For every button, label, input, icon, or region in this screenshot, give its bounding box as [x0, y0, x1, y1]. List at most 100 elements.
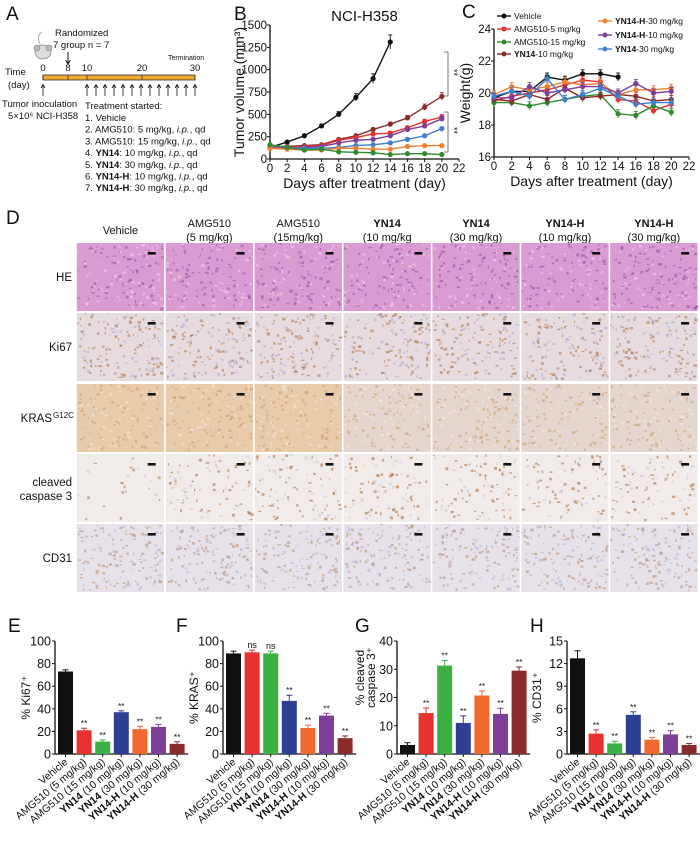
- tissue-speck: [503, 326, 507, 330]
- tissue-speck: [206, 571, 208, 574]
- tissue-speck: [334, 515, 337, 519]
- data-point: [439, 151, 445, 158]
- tissue-speck: [344, 247, 347, 250]
- tissue-speck: [356, 273, 359, 277]
- histology-image: [343, 384, 431, 452]
- tissue-speck: [622, 468, 626, 472]
- data-point: [580, 84, 586, 90]
- tissue-speck: [157, 340, 161, 343]
- tissue-speck: [534, 462, 538, 465]
- tissue-speck: [685, 269, 688, 271]
- tissue-speck: [307, 541, 310, 544]
- tissue-speck: [86, 469, 90, 473]
- tissue-speck: [464, 374, 468, 376]
- tissue-speck: [382, 389, 385, 392]
- tissue-speck: [244, 573, 247, 576]
- tissue-speck: [271, 292, 275, 294]
- tissue-speck: [156, 563, 159, 566]
- tissue-speck: [467, 259, 471, 263]
- tissue-speck: [248, 335, 251, 337]
- tissue-speck: [103, 446, 105, 449]
- tissue-speck: [136, 335, 140, 337]
- tissue-speck: [200, 281, 203, 284]
- tissue-speck: [185, 497, 189, 500]
- tissue-speck: [655, 282, 659, 284]
- tissue-speck: [593, 356, 595, 359]
- tissue-speck: [181, 502, 184, 504]
- tissue-speck: [241, 489, 245, 491]
- tissue-speck: [359, 491, 363, 494]
- tissue-speck: [421, 304, 424, 307]
- tissue-speck: [390, 455, 392, 459]
- tissue-speck: [126, 407, 129, 410]
- tissue-speck: [441, 504, 443, 508]
- tissue-speck: [685, 413, 688, 416]
- tissue-speck: [134, 325, 137, 328]
- tissue-speck: [463, 353, 466, 356]
- tissue-speck: [104, 291, 108, 294]
- tissue-speck: [185, 275, 189, 279]
- scale-bar: [681, 252, 690, 255]
- histology-image: [343, 454, 431, 522]
- tissue-speck: [176, 547, 180, 551]
- tissue-speck: [327, 527, 331, 530]
- tissue-speck: [334, 557, 337, 560]
- tissue-speck: [594, 300, 598, 303]
- tissue-speck: [583, 486, 587, 490]
- tissue-speck: [484, 418, 489, 420]
- tissue-speck: [256, 575, 258, 579]
- tissue-speck: [299, 284, 301, 287]
- tissue-speck: [205, 549, 209, 553]
- tissue-speck: [569, 351, 572, 355]
- treatment-item: 2. AMG510: 5 mg/kg, i.p., qd: [85, 125, 205, 136]
- tissue-speck: [331, 354, 335, 357]
- tissue-speck: [670, 466, 672, 470]
- tissue-speck: [598, 330, 603, 334]
- tissue-speck: [394, 510, 398, 513]
- tissue-speck: [182, 266, 184, 269]
- tissue-speck: [505, 288, 508, 290]
- tissue-speck: [290, 561, 294, 565]
- tissue-speck: [488, 301, 492, 305]
- tissue-speck: [597, 495, 601, 497]
- tissue-speck: [457, 491, 460, 495]
- tissue-speck: [398, 567, 402, 569]
- tissue-speck: [331, 342, 334, 344]
- tissue-speck: [467, 405, 469, 408]
- tissue-speck: [299, 324, 301, 326]
- tissue-speck: [178, 556, 180, 559]
- tissue-speck: [463, 485, 467, 488]
- tissue-speck: [417, 529, 421, 532]
- tissue-speck: [508, 538, 511, 541]
- tissue-speck: [409, 496, 412, 499]
- tissue-speck: [551, 277, 554, 279]
- tissue-speck: [629, 439, 633, 442]
- tissue-speck: [537, 346, 540, 348]
- tissue-speck: [212, 298, 216, 302]
- tissue-speck: [160, 307, 164, 311]
- tissue-speck: [522, 305, 526, 308]
- tissue-speck: [425, 366, 427, 369]
- tissue-speck: [302, 400, 305, 403]
- tissue-speck: [682, 247, 685, 250]
- tissue-speck: [231, 416, 234, 420]
- tissue-speck: [693, 282, 695, 286]
- tissue-speck: [269, 298, 273, 301]
- tissue-speck: [418, 426, 420, 429]
- tissue-speck: [495, 306, 499, 309]
- tissue-speck: [598, 367, 603, 370]
- tissue-speck: [680, 437, 683, 441]
- histology-image: [610, 384, 698, 452]
- tissue-speck: [331, 334, 334, 337]
- arrow-head: [40, 83, 46, 89]
- tissue-speck: [499, 357, 502, 360]
- tissue-speck: [560, 515, 563, 519]
- tissue-speck: [192, 364, 196, 367]
- tissue-speck: [514, 580, 517, 583]
- tissue-speck: [368, 480, 370, 484]
- tissue-speck: [480, 253, 482, 256]
- histology-image: [432, 313, 520, 381]
- tissue-speck: [322, 366, 326, 369]
- tissue-speck: [663, 384, 666, 387]
- tissue-speck: [332, 392, 335, 394]
